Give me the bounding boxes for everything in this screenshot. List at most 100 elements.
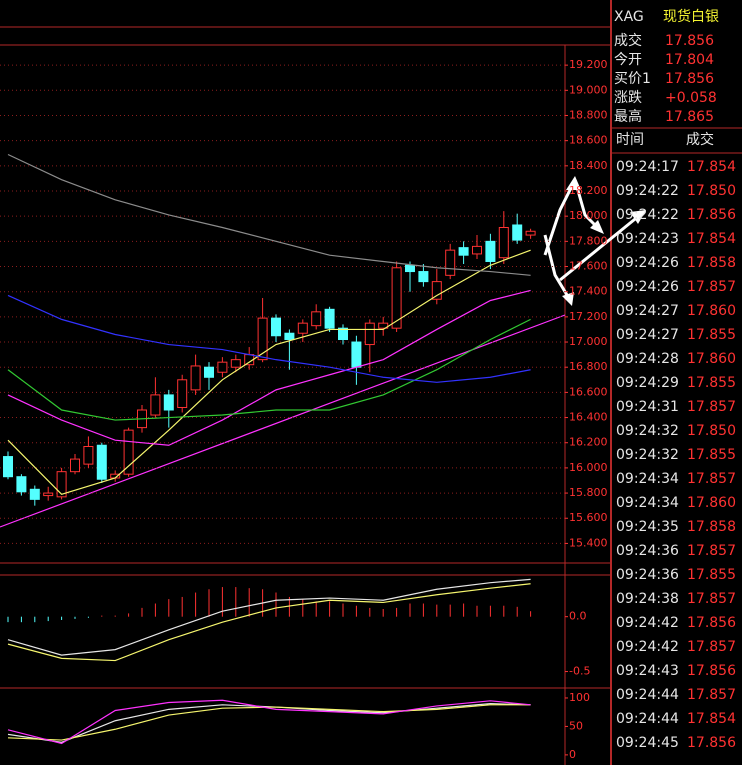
trade-price: 17.855 — [687, 375, 736, 391]
trade-time: 09:24:29 — [616, 375, 679, 391]
y-tick-label: 100 — [569, 691, 590, 704]
candle-body — [338, 327, 348, 341]
y-tick-label: 18.600 — [569, 134, 608, 147]
trade-price: 17.850 — [687, 183, 736, 199]
trade-price: 17.860 — [687, 351, 736, 367]
y-tick-label: 19.200 — [569, 58, 608, 71]
candle-body — [204, 366, 214, 378]
trade-price: 17.857 — [687, 543, 736, 559]
trade-time: 09:24:28 — [616, 351, 679, 367]
candle-body — [43, 492, 54, 497]
trade-time: 09:24:43 — [616, 663, 679, 679]
trade-time: 09:24:44 — [616, 687, 679, 703]
candle-body — [217, 361, 228, 373]
quote-value: 17.856 — [665, 71, 714, 87]
trade-price: 17.857 — [687, 399, 736, 415]
arrow-heads — [562, 176, 646, 306]
trade-time: 09:24:45 — [616, 735, 679, 751]
indicator-line — [7, 153, 531, 276]
y-tick-label: 16.400 — [569, 411, 608, 424]
candle-body — [230, 359, 241, 368]
y-tick-label: 50 — [569, 719, 583, 732]
indicator-line — [7, 289, 531, 446]
trade-time: 09:24:31 — [616, 399, 679, 415]
instrument-name: 现货白银 — [663, 8, 719, 25]
trade-price: 17.858 — [687, 255, 736, 271]
trade-time: 09:24:36 — [616, 543, 679, 559]
trade-price: 17.857 — [687, 687, 736, 703]
y-tick-label: 15.800 — [569, 486, 608, 499]
trade-time: 09:24:27 — [616, 327, 679, 343]
indicator-line — [7, 699, 531, 745]
y-tick-label: -0.5 — [569, 665, 590, 678]
indicator-line — [7, 583, 531, 662]
trade-time: 09:24:17 — [616, 159, 679, 175]
y-tick-label: 0.0 — [569, 610, 587, 623]
candle-body — [378, 322, 389, 329]
quote-label: 成交 — [614, 32, 642, 49]
y-tick-label: 16.800 — [569, 360, 608, 373]
arrow-head — [566, 176, 581, 190]
candle-body — [16, 476, 27, 493]
trade-price: 17.855 — [687, 447, 736, 463]
y-tick-label: 15.400 — [569, 536, 608, 549]
y-tick-label: 16.600 — [569, 385, 608, 398]
candle-body — [56, 471, 67, 498]
trade-price: 17.857 — [687, 591, 736, 607]
indicator-line — [7, 318, 531, 421]
trade-time: 09:24:23 — [616, 231, 679, 247]
candle-body — [83, 446, 94, 465]
candle-body — [311, 311, 322, 327]
candle-body — [418, 271, 429, 283]
y-tick-label: 15.600 — [569, 511, 608, 524]
column-header: 时间 — [616, 132, 644, 148]
trade-time: 09:24:34 — [616, 471, 679, 487]
y-tick-label: 18.000 — [569, 209, 608, 222]
trade-time: 09:24:42 — [616, 639, 679, 655]
y-tick-label: 18.400 — [569, 159, 608, 172]
candle-body — [498, 227, 509, 259]
trade-price: 17.857 — [687, 471, 736, 487]
quote-value: 17.865 — [665, 109, 714, 125]
arrow-head — [630, 210, 646, 224]
candle-body — [163, 394, 174, 411]
candle-body — [123, 429, 134, 475]
y-tick-label: 0 — [569, 748, 576, 761]
trade-price: 17.850 — [687, 423, 736, 439]
y-tick-label: 16.200 — [569, 436, 608, 449]
candle-body — [70, 458, 80, 473]
indicator-line — [7, 704, 531, 741]
symbol: XAG — [614, 9, 644, 25]
trade-price: 17.855 — [687, 567, 736, 583]
trade-price: 17.857 — [687, 279, 736, 295]
candle-body — [485, 240, 496, 262]
candle-body — [324, 308, 335, 329]
y-tick-label: 17.200 — [569, 310, 608, 323]
y-tick-label: 17.600 — [569, 260, 608, 273]
quote-value: +0.058 — [665, 90, 717, 106]
trade-time: 09:24:42 — [616, 615, 679, 631]
quote-label: 今开 — [614, 52, 642, 68]
candle-body — [3, 456, 13, 478]
candle-body — [391, 267, 402, 329]
y-tick-label: 18.800 — [569, 108, 608, 121]
trade-price: 17.854 — [687, 711, 736, 727]
indicator-line — [7, 294, 531, 383]
candle-body — [257, 317, 268, 361]
trade-time: 09:24:27 — [616, 303, 679, 319]
candle-body — [458, 247, 469, 256]
trade-price: 17.860 — [687, 303, 736, 319]
candle-body — [96, 444, 107, 480]
y-tick-label: 17.800 — [569, 234, 608, 247]
trade-price: 17.854 — [687, 159, 736, 175]
candle-body — [364, 322, 375, 346]
trade-time: 09:24:44 — [616, 711, 679, 727]
trade-time: 09:24:38 — [616, 591, 679, 607]
trade-price: 17.857 — [687, 639, 736, 655]
candle-body — [29, 488, 40, 500]
quote-label: 涨跌 — [614, 90, 642, 106]
trade-time: 09:24:36 — [616, 567, 679, 583]
candle-body — [431, 281, 442, 300]
y-tick-label: 18.200 — [569, 184, 608, 197]
